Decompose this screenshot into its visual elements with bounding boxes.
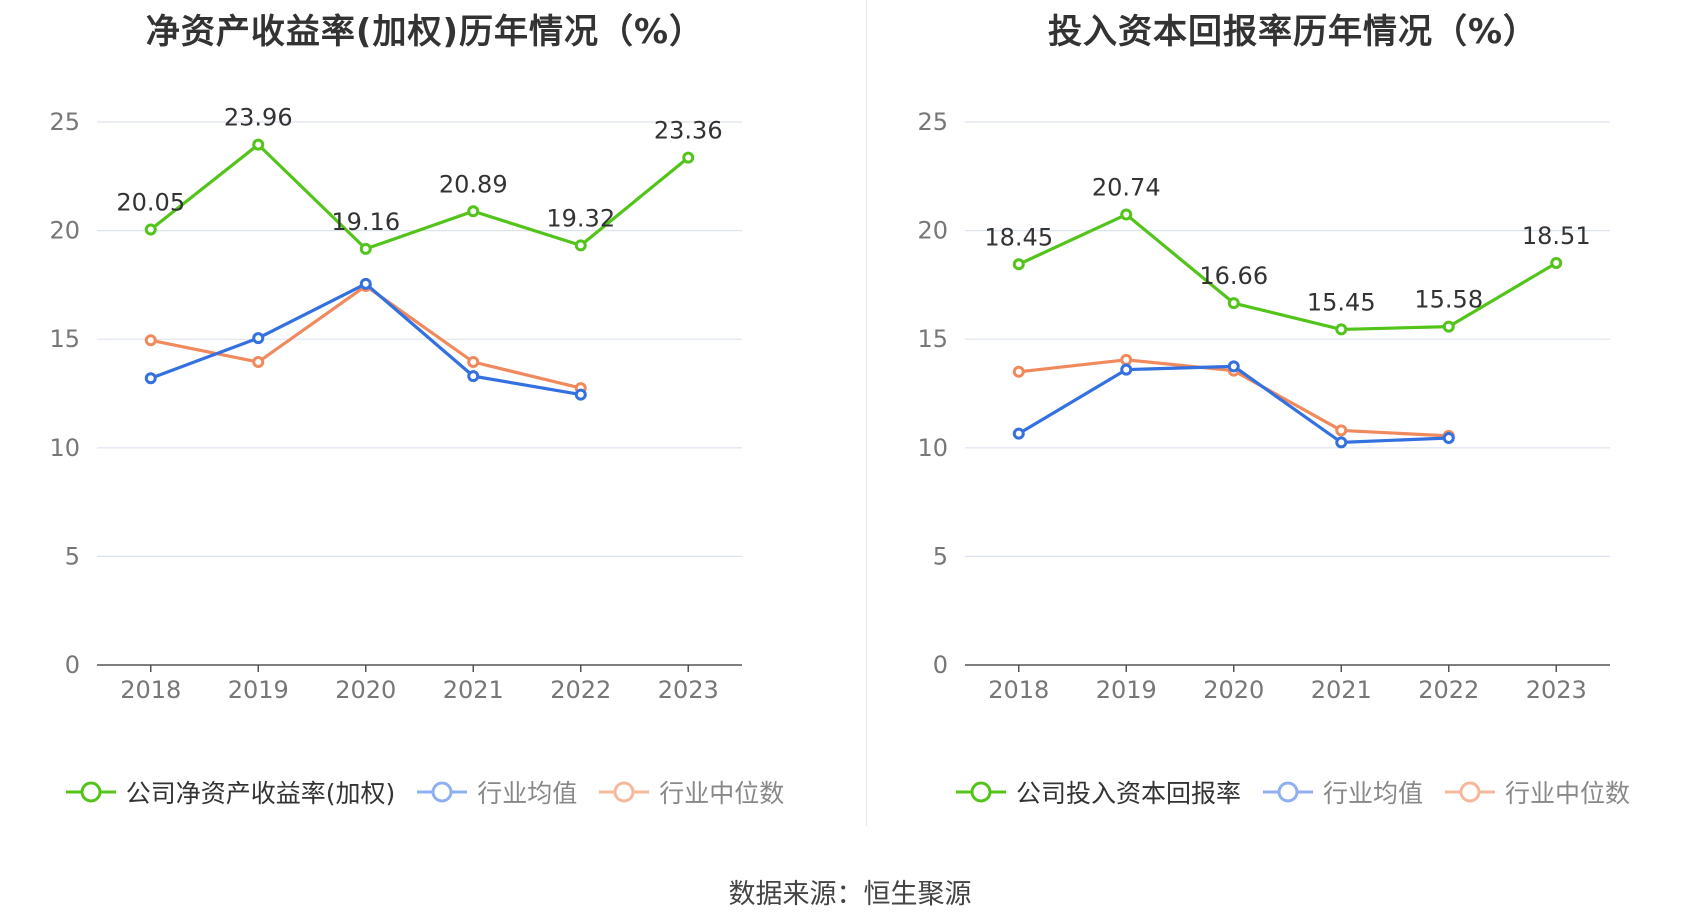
chart-title: 投入资本回报率历年情况（%） xyxy=(1047,12,1539,52)
data-point-company xyxy=(1442,320,1455,333)
data-point-median xyxy=(252,356,265,369)
data-point-company xyxy=(1227,297,1240,310)
data-point-median xyxy=(144,334,157,347)
series-line-median xyxy=(150,284,582,390)
data-point-company xyxy=(144,223,157,236)
legend-label: 行业均值 xyxy=(477,779,578,808)
y-tick-label: 25 xyxy=(49,108,80,136)
roe-line-chart: 0 5 10 15 20 25 2018 2019 2020 2021 2022 2023 20.05 2… xyxy=(49,104,742,704)
data-label: 20.05 xyxy=(116,189,185,217)
data-point-company xyxy=(682,151,695,164)
x-tick-label: 2022 xyxy=(1418,676,1479,704)
x-tick-label: 2021 xyxy=(1311,676,1372,704)
data-label: 15.45 xyxy=(1307,288,1376,316)
data-point-mean xyxy=(1335,436,1348,449)
data-point-company xyxy=(467,205,480,218)
legend-marker-company-icon xyxy=(65,781,116,803)
legend-label: 行业中位数 xyxy=(659,779,785,808)
data-label: 16.66 xyxy=(1199,262,1268,290)
chart-panel-roe: 净资产收益率(加权)历年情况（%） 0 5 10 15 20 25 2018 2019 2020… xyxy=(0,0,850,830)
panel-divider xyxy=(866,0,867,826)
data-label: 18.51 xyxy=(1522,222,1591,250)
x-tick-label: 2019 xyxy=(228,676,289,704)
legend-marker-company-icon xyxy=(955,781,1006,803)
y-tick-label: 20 xyxy=(49,217,80,245)
legend-label: 行业均值 xyxy=(1322,779,1423,808)
y-tick-label: 0 xyxy=(65,651,80,679)
data-label: 15.58 xyxy=(1414,286,1483,314)
y-tick-label: 5 xyxy=(933,542,948,570)
legend-item-mean[interactable]: 行业均值 xyxy=(417,774,577,810)
y-tick-label: 5 xyxy=(65,542,80,570)
data-point-mean xyxy=(359,277,372,290)
data-point-median xyxy=(1012,365,1025,378)
y-tick-label: 20 xyxy=(917,217,948,245)
data-point-company xyxy=(252,138,265,151)
data-point-mean xyxy=(252,332,265,345)
data-point-mean xyxy=(144,372,157,385)
x-tick-label: 2022 xyxy=(550,676,611,704)
x-tick-label: 2019 xyxy=(1096,676,1157,704)
y-tick-label: 25 xyxy=(917,108,948,136)
data-point-company xyxy=(1335,323,1348,336)
data-label: 23.96 xyxy=(224,104,293,132)
legend-item-median[interactable]: 行业中位数 xyxy=(1445,774,1630,810)
chart-panel-roic: 投入资本回报率历年情况（%） 0 5 10 15 20 25 2018 2019 2020 202… xyxy=(868,0,1700,830)
data-source-note: 数据来源：恒生聚源 xyxy=(728,879,972,910)
legend-item-mean[interactable]: 行业均值 xyxy=(1262,774,1423,810)
data-point-company xyxy=(1120,208,1133,221)
x-tick-label: 2018 xyxy=(988,676,1049,704)
legend-marker-median-icon xyxy=(599,781,650,803)
legend-label: 公司净资产收益率(加权) xyxy=(125,779,396,808)
data-label: 20.74 xyxy=(1092,174,1161,202)
data-label: 19.16 xyxy=(331,208,400,236)
data-point-company xyxy=(1550,256,1563,269)
data-point-mean xyxy=(1442,432,1455,445)
data-point-mean xyxy=(1012,427,1025,440)
data-point-company xyxy=(1012,258,1025,271)
data-point-company xyxy=(574,239,587,252)
data-label: 23.36 xyxy=(654,117,723,145)
legend-marker-mean-icon xyxy=(417,781,468,803)
x-tick-label: 2020 xyxy=(1203,676,1264,704)
y-tick-label: 0 xyxy=(933,651,948,679)
chart-title: 净资产收益率(加权)历年情况（%） xyxy=(145,12,705,52)
legend-label: 行业中位数 xyxy=(1505,779,1631,808)
series-line-mean xyxy=(1017,364,1449,444)
roic-line-chart: 0 5 10 15 20 25 2018 2019 2020 2021 2022 2023 18.45 2… xyxy=(917,108,1610,704)
legend-item-company[interactable]: 公司投入资本回报率 xyxy=(955,774,1241,810)
data-point-mean xyxy=(1120,363,1133,376)
data-point-mean xyxy=(467,370,480,383)
x-tick-label: 2023 xyxy=(1526,676,1587,704)
y-tick-label: 15 xyxy=(49,325,80,353)
y-tick-label: 10 xyxy=(917,434,948,462)
legend-marker-mean-icon xyxy=(1262,781,1313,803)
y-tick-label: 10 xyxy=(49,434,80,462)
legend: 公司投入资本回报率 行业均值 行业中位数 xyxy=(868,774,1700,810)
series-line-company xyxy=(1018,212,1558,332)
legend-item-median[interactable]: 行业中位数 xyxy=(599,774,784,810)
data-point-mean xyxy=(1227,360,1240,373)
data-point-median xyxy=(1120,353,1133,366)
legend-marker-median-icon xyxy=(1445,781,1495,803)
series-line-company xyxy=(149,142,690,251)
x-tick-label: 2018 xyxy=(120,676,181,704)
data-point-median xyxy=(1335,424,1348,437)
y-tick-label: 15 xyxy=(917,325,948,353)
data-label: 19.32 xyxy=(546,204,615,232)
legend-label: 公司投入资本回报率 xyxy=(1015,779,1241,808)
x-tick-label: 2021 xyxy=(443,676,504,704)
data-point-company xyxy=(359,242,372,255)
data-label: 20.89 xyxy=(439,170,508,198)
legend-item-company[interactable]: 公司净资产收益率(加权) xyxy=(65,774,396,810)
data-point-median xyxy=(467,356,480,369)
data-point-mean xyxy=(574,388,587,401)
legend: 公司净资产收益率(加权) 行业均值 行业中位数 xyxy=(0,774,850,810)
x-tick-label: 2023 xyxy=(658,676,719,704)
x-tick-label: 2020 xyxy=(335,676,396,704)
data-label: 18.45 xyxy=(984,223,1053,251)
